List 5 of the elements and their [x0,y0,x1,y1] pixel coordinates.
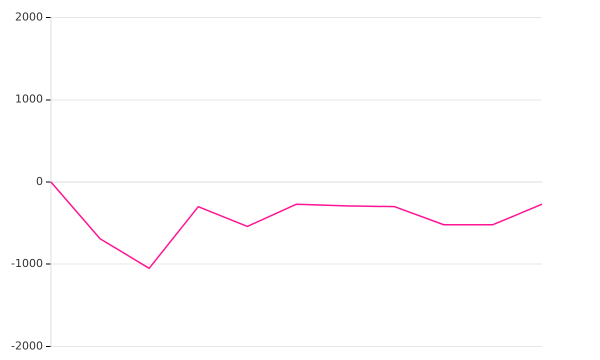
y-tick-label: 2000 [14,10,43,24]
y-tick-label: 0 [36,174,43,188]
y-tick-label: 1000 [14,92,43,106]
y-tick-label: -2000 [10,339,43,352]
y-tick-label: -1000 [10,257,43,270]
